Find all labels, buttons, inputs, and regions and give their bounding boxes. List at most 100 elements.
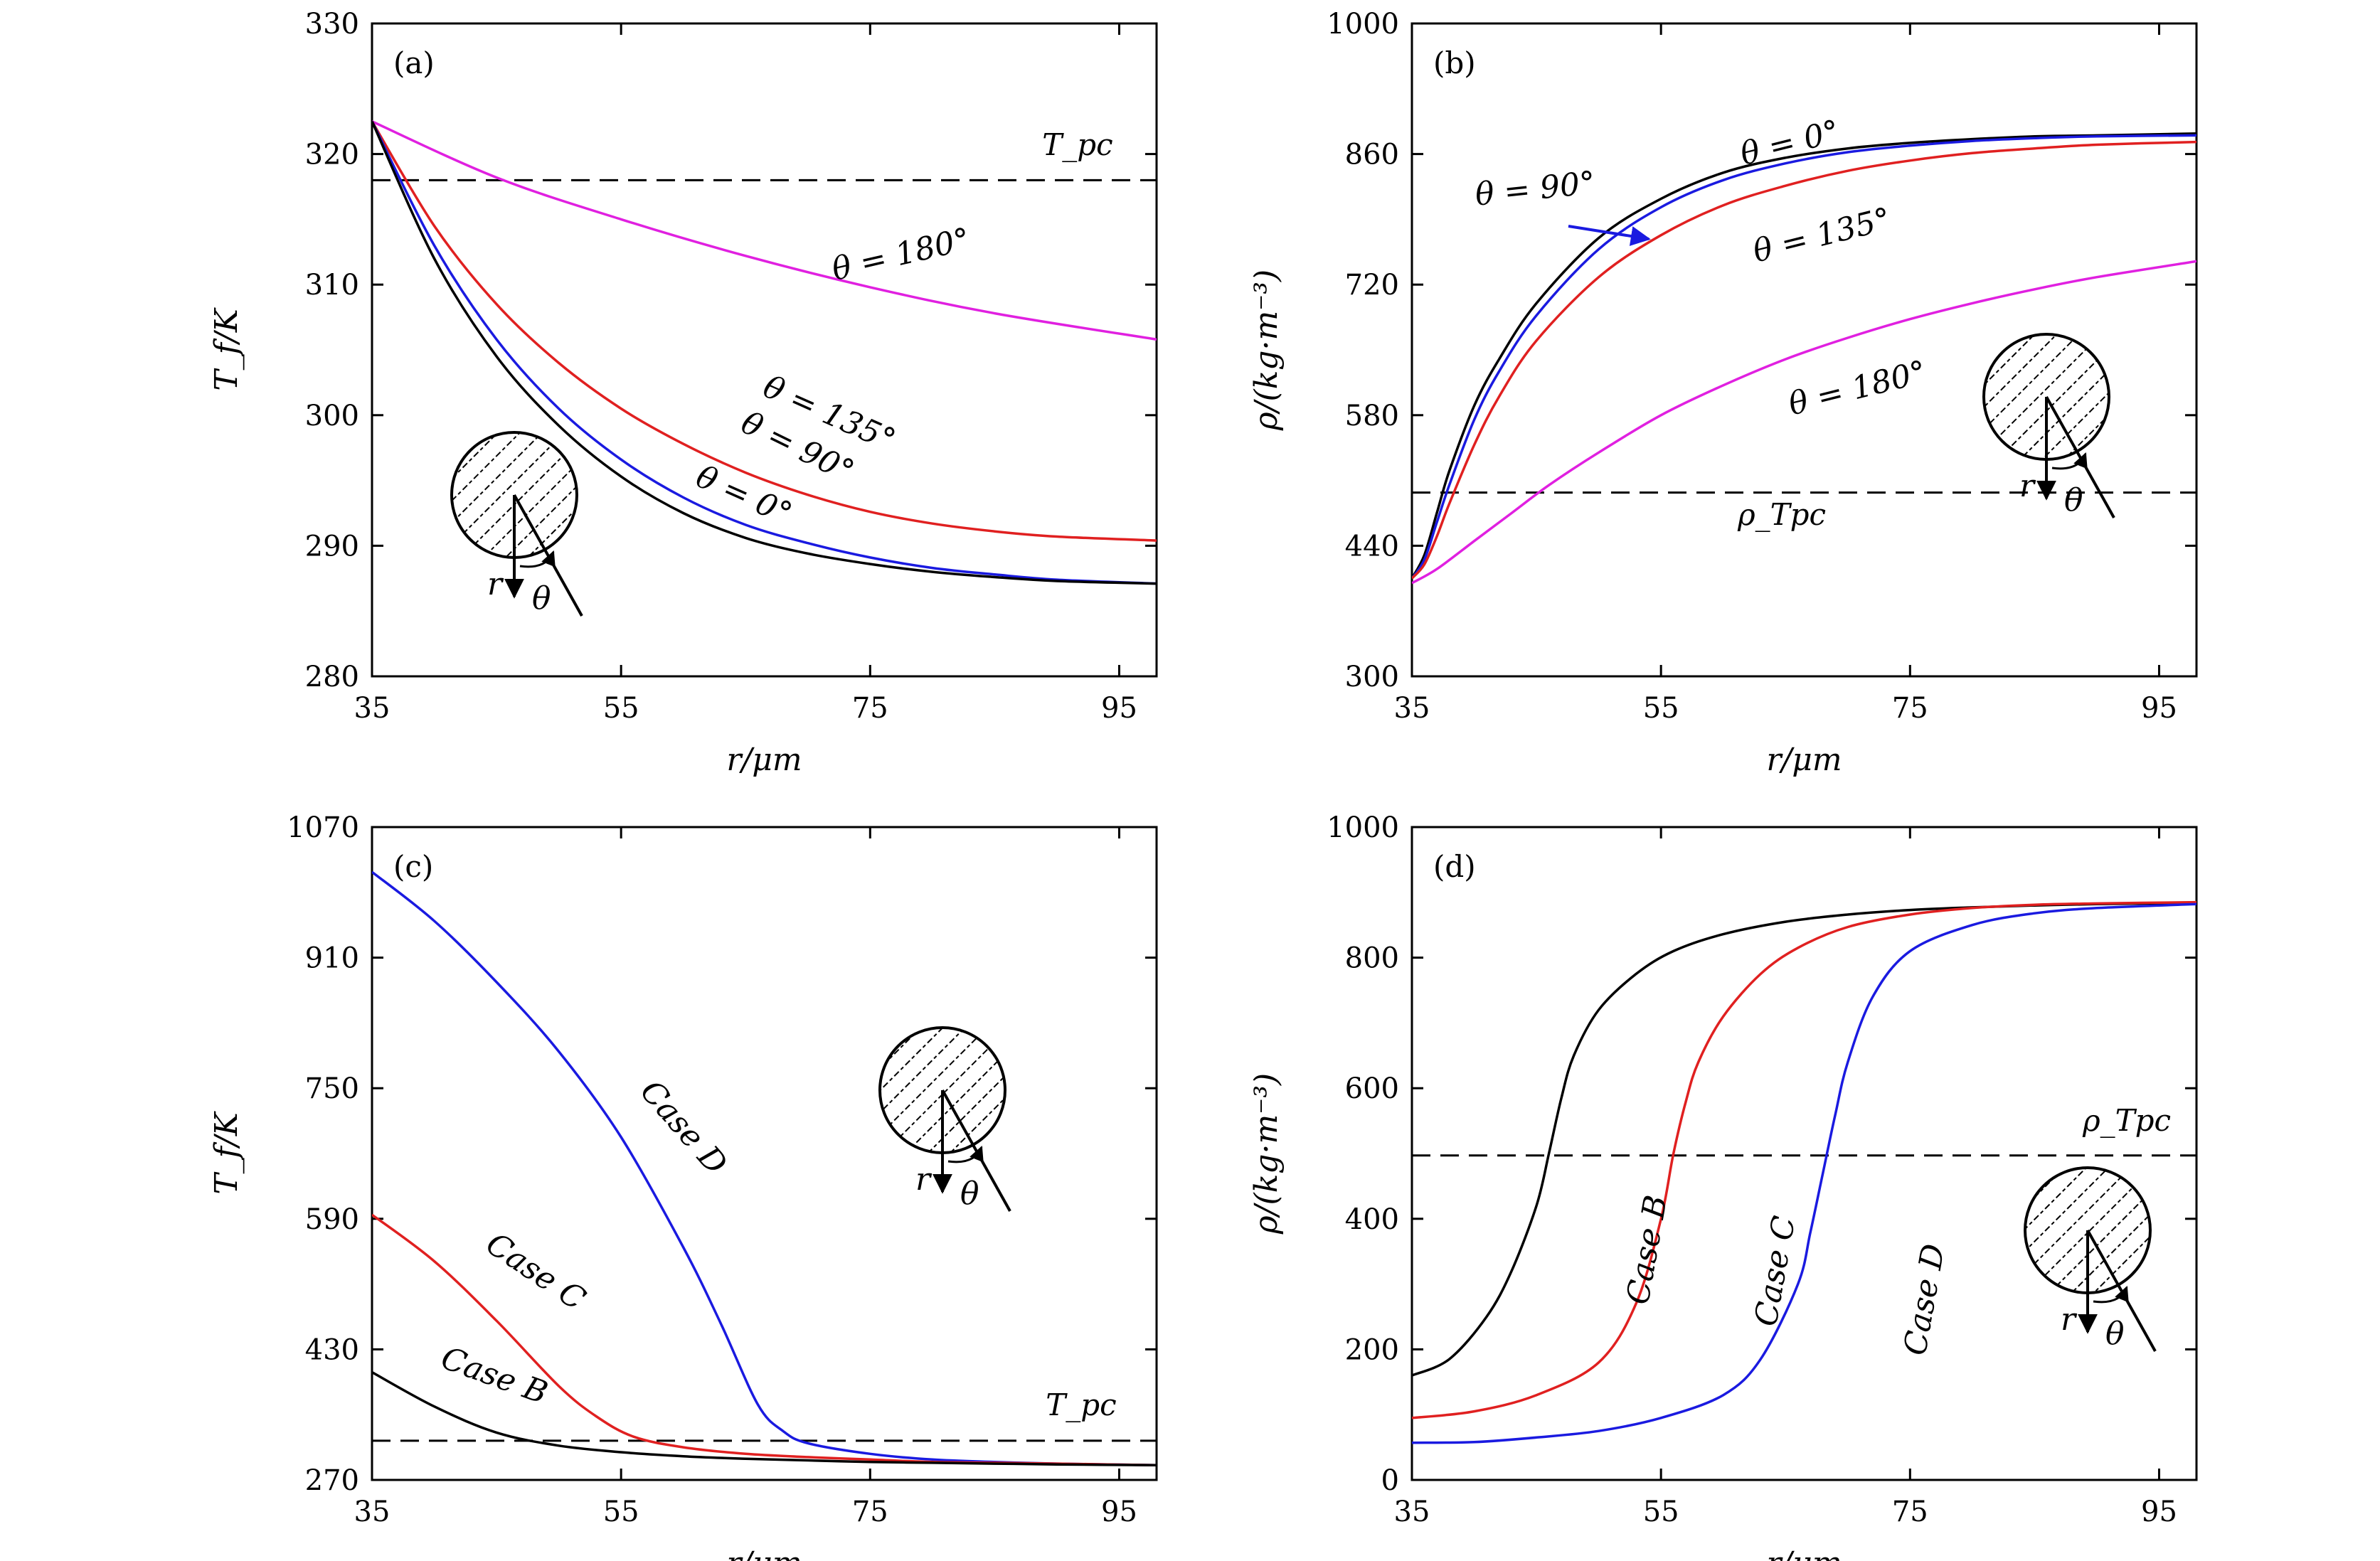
x-tick-label: 95	[2141, 692, 2177, 725]
series-line--135-	[1412, 140, 2196, 580]
x-axis-label: r/μm	[1766, 1545, 1842, 1561]
y-tick-label: 320	[305, 139, 359, 171]
y-tick-label: 1000	[1327, 8, 1399, 41]
x-tick-label: 75	[852, 1496, 888, 1528]
y-tick-label: 440	[1345, 530, 1399, 563]
x-tick-label: 55	[1643, 692, 1679, 725]
x-tick-label: 75	[852, 692, 888, 725]
x-tick-label: 35	[1394, 1496, 1430, 1528]
y-tick-label: 300	[305, 400, 359, 432]
series-line--0-	[1412, 132, 2196, 580]
x-tick-label: 95	[2141, 1496, 2177, 1528]
angle-arc	[947, 1146, 984, 1163]
series-annotation: Case B	[436, 1340, 552, 1412]
series-annotation: θ = 90°	[1474, 164, 1598, 213]
y-tick-label: 200	[1345, 1333, 1399, 1366]
series-line-case-d	[1412, 902, 2196, 1444]
inset-theta-label: θ	[2105, 1316, 2125, 1352]
series-annotation: Case D	[633, 1073, 734, 1182]
y-tick-label: 720	[1345, 269, 1399, 302]
y-tick-label: 280	[305, 661, 359, 693]
y-axis-label: T_f/K	[208, 1111, 245, 1194]
series-annotation: Case C	[1748, 1213, 1802, 1329]
x-axis-label: r/μm	[726, 1545, 802, 1561]
y-tick-label: 400	[1345, 1203, 1399, 1236]
y-axis-label: ρ/(kg·m⁻³)	[1248, 1073, 1285, 1235]
y-tick-label: 430	[305, 1333, 359, 1366]
x-tick-label: 55	[1643, 1496, 1679, 1528]
x-tick-label: 55	[603, 692, 639, 725]
y-tick-label: 300	[1345, 661, 1399, 693]
inset-r-label: r	[487, 566, 504, 602]
inset-theta-label: θ	[2064, 482, 2083, 518]
series-annotation: θ = 0°	[691, 459, 797, 533]
x-tick-label: 35	[1394, 692, 1430, 725]
x-axis-label: r/μm	[726, 742, 802, 778]
reference-line-label: ρ_Tpc	[2082, 1103, 2171, 1138]
series-annotation: θ = 180°	[829, 221, 974, 288]
series-line-case-b	[1412, 901, 2196, 1377]
series-line--180-	[372, 120, 1157, 341]
y-axis-label: T_f/K	[208, 307, 245, 390]
angle-arc	[2051, 452, 2088, 470]
y-tick-label: 1070	[287, 811, 359, 844]
series-annotation: θ = 135°	[1750, 201, 1895, 270]
panel-c: 35 55 75 95 270 430 590 750 910 1070 r/μm T_f/K (c) T…	[208, 811, 1158, 1561]
panel-a: 35 55 75 95 280 290 300 310 320 330 r/μm T_f/K (a) T_…	[208, 8, 1158, 778]
x-tick-label: 95	[1101, 1496, 1137, 1528]
y-tick-label: 1000	[1327, 811, 1399, 844]
panel-label: (a)	[393, 46, 435, 80]
inset-theta-label: θ	[532, 580, 551, 617]
series-line-case-b	[372, 1370, 1157, 1467]
reference-line-label: ρ_Tpc	[1737, 497, 1826, 532]
inset-r-label: r	[2019, 468, 2036, 504]
series-line--135-	[372, 120, 1157, 542]
y-tick-label: 800	[1345, 942, 1399, 975]
series-line-case-c	[1412, 900, 2196, 1419]
inset-r-label: r	[2061, 1301, 2078, 1338]
y-tick-label: 310	[305, 269, 359, 302]
series-line--90-	[1412, 134, 2196, 580]
y-tick-label: 330	[305, 8, 359, 41]
x-tick-label: 35	[354, 1496, 391, 1528]
x-tick-label: 75	[1892, 692, 1928, 725]
series-annotation: Case D	[1897, 1241, 1953, 1358]
inset-r-label: r	[915, 1161, 933, 1198]
series-line--180-	[1412, 260, 2196, 585]
x-axis-label: r/μm	[1766, 742, 1842, 778]
reference-line-label: T_pc	[1046, 1387, 1116, 1422]
y-tick-label: 270	[305, 1464, 359, 1497]
x-tick-label: 95	[1101, 692, 1137, 725]
y-tick-label: 290	[305, 530, 359, 563]
x-tick-label: 35	[354, 692, 391, 725]
angle-arc	[519, 550, 556, 568]
plot-frame	[371, 22, 1158, 678]
panel-label: (b)	[1433, 46, 1476, 80]
plot-frame	[371, 826, 1158, 1481]
y-tick-label: 750	[305, 1072, 359, 1105]
reference-line-label: T_pc	[1042, 127, 1112, 162]
series-annotation: θ = 0°	[1737, 113, 1843, 173]
y-tick-label: 580	[1345, 400, 1399, 432]
inset-theta-label: θ	[960, 1176, 979, 1212]
series-annotation: Case C	[479, 1225, 592, 1318]
x-tick-label: 75	[1892, 1496, 1928, 1528]
y-tick-label: 600	[1345, 1072, 1399, 1105]
y-tick-label: 590	[305, 1203, 359, 1236]
series-annotation: θ = 180°	[1785, 353, 1930, 422]
y-tick-label: 910	[305, 942, 359, 975]
panel-label: (c)	[393, 849, 433, 884]
panel-b: 35 55 75 95 300 440 580 720 860 1000 r/μm ρ/(kg·m⁻³…	[1248, 8, 2198, 778]
panel-d: 35 55 75 95 0 200 400 600 800 1000 r/μm ρ/(kg·m⁻³) (…	[1248, 811, 2198, 1561]
plot-frame	[1411, 22, 2198, 678]
series-line--90-	[372, 120, 1157, 585]
y-tick-label: 860	[1345, 139, 1399, 171]
angle-arc	[2093, 1286, 2129, 1304]
x-tick-label: 55	[603, 1496, 639, 1528]
series-line--0-	[372, 120, 1157, 585]
